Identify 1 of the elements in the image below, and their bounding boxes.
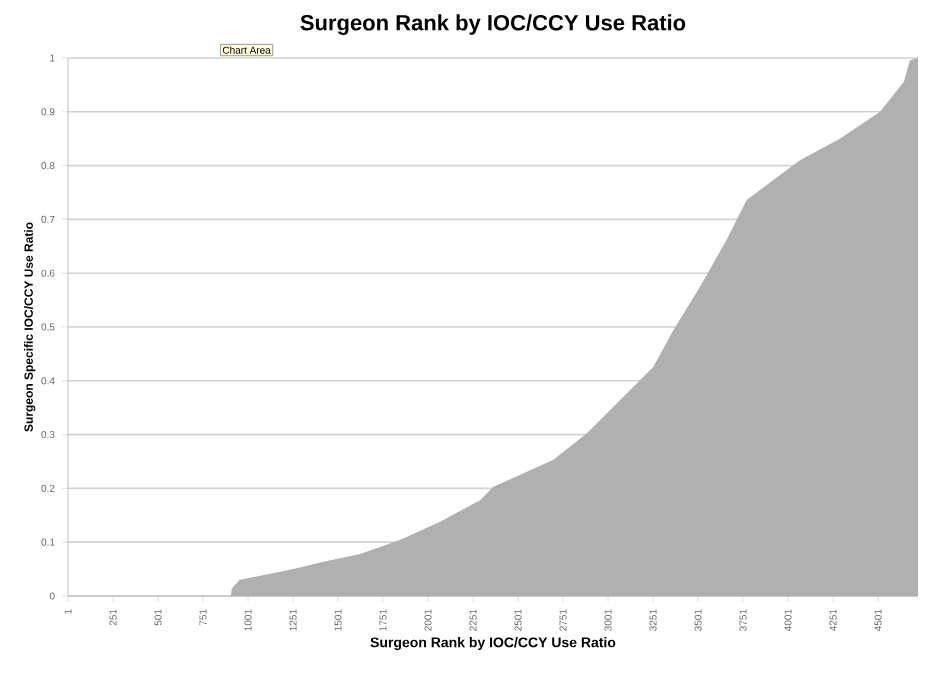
chart-title: Surgeon Rank by IOC/CCY Use Ratio	[300, 14, 686, 35]
